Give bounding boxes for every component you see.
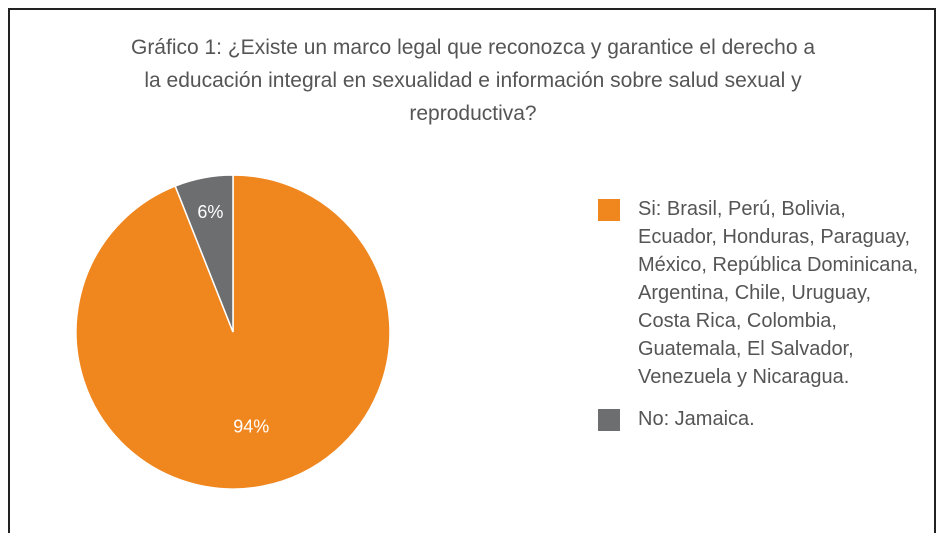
legend-swatch (598, 409, 620, 431)
chart-title: Gráfico 1: ¿Existe un marco legal que re… (130, 36, 816, 125)
legend-entry: No: Jamaica. (598, 405, 928, 433)
pie-slice (174, 174, 234, 333)
legend-swatch (598, 199, 620, 221)
data-label: 6% (197, 202, 223, 222)
data-label: 94% (233, 416, 269, 436)
legend-label: Si: Brasil, Perú, Bolivia, Ecuador, Hond… (638, 198, 919, 388)
legend: Si: Brasil, Perú, Bolivia, Ecuador, Hond… (598, 195, 928, 447)
legend-entry: Si: Brasil, Perú, Bolivia, Ecuador, Hond… (598, 195, 928, 391)
legend-label: No: Jamaica. (638, 408, 755, 430)
frame (8, 8, 936, 533)
